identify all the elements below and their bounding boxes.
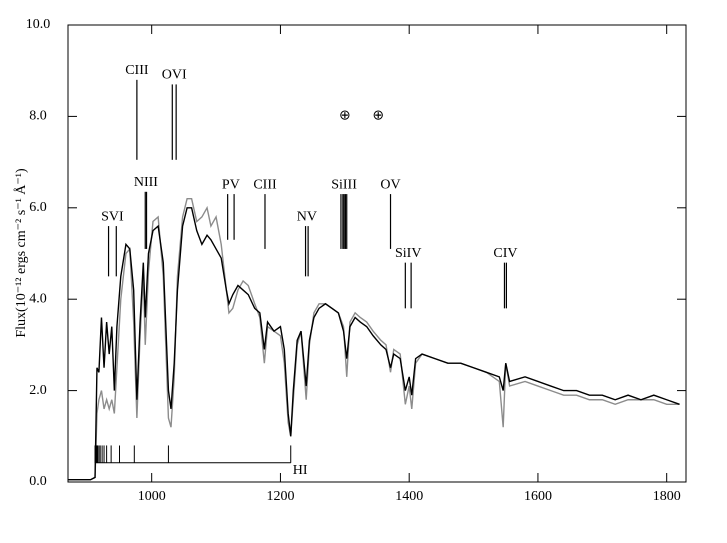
spectrum-line (68, 207, 680, 481)
y-tick-label: 6.0 (29, 200, 47, 215)
y-tick-label: 2.0 (29, 383, 47, 398)
y-tick-label: 10.0 (26, 17, 51, 32)
x-tick-label: 1200 (266, 489, 294, 504)
y-tick-label: 4.0 (29, 291, 47, 306)
x-tick-label: 1600 (524, 489, 552, 504)
line-id-label: SiIII (331, 177, 357, 192)
line-id-label: NIII (134, 175, 158, 190)
line-id-label: OV (380, 177, 400, 192)
line-id-label: SVI (101, 209, 124, 224)
line-id-label: CIII (125, 63, 149, 78)
line-id-label: SiIV (395, 246, 421, 261)
line-id-label: PV (222, 177, 240, 192)
earth-symbol: ⊕ (372, 109, 384, 124)
y-tick-label: 8.0 (29, 109, 47, 124)
y-tick-label: 0.0 (29, 474, 47, 489)
line-id-label: OVI (162, 68, 187, 83)
line-id-label: CIII (253, 177, 277, 192)
earth-symbol: ⊕ (339, 109, 351, 124)
line-id-label: NV (297, 209, 317, 224)
x-tick-label: 1800 (653, 489, 681, 504)
x-tick-label: 1000 (138, 489, 166, 504)
y-axis-label: Flux(10⁻¹² ergs cm⁻² s⁻¹ Å⁻¹) (13, 168, 29, 338)
line-id-label: CIV (493, 246, 517, 261)
x-tick-label: 1400 (395, 489, 423, 504)
lyman-label: HI (293, 463, 308, 478)
plot-frame (67, 24, 687, 483)
